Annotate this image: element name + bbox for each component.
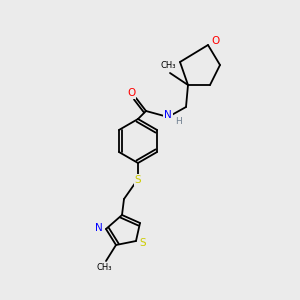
Text: S: S	[135, 175, 141, 185]
Text: CH₃: CH₃	[160, 61, 176, 70]
Text: O: O	[211, 36, 219, 46]
Text: N: N	[95, 223, 103, 233]
Text: O: O	[127, 88, 135, 98]
Text: N: N	[164, 110, 172, 120]
Text: H: H	[175, 118, 182, 127]
Text: S: S	[140, 238, 146, 248]
Text: CH₃: CH₃	[96, 263, 112, 272]
